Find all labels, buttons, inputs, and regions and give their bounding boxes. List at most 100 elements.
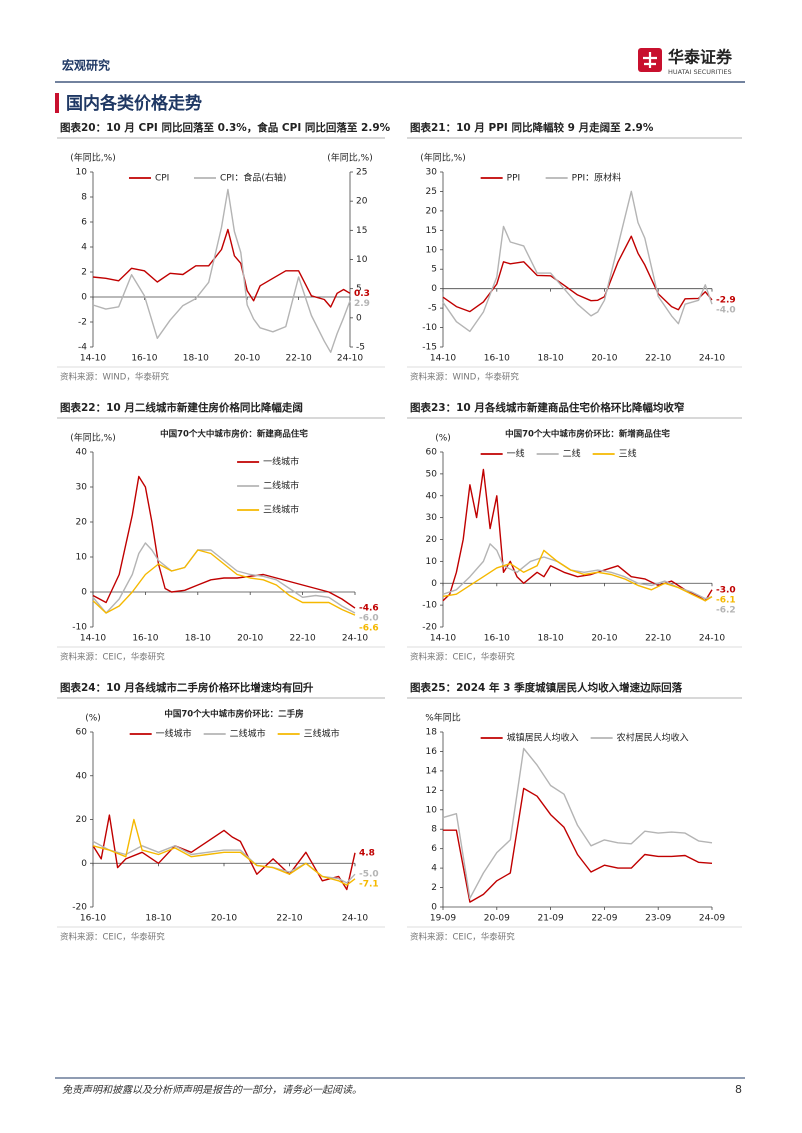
series-line (92, 549, 356, 616)
y-tick-label: 6 (431, 844, 437, 854)
y-tick-label: 18 (426, 728, 438, 738)
logo-glyph (643, 52, 657, 68)
y-tick-label: 10 (76, 553, 88, 563)
x-tick-label: 16-10 (484, 354, 510, 364)
y-axis-unit: (%) (85, 714, 101, 724)
chart-title: 图表25：2024 年 3 季度城镇居民人均收入增速边际回落 (410, 681, 683, 694)
y-tick-label: 40 (76, 448, 88, 458)
y-tick-label: 2 (431, 883, 437, 893)
end-label: -3.0 (716, 585, 736, 595)
y-axis-unit: (年同比,%) (420, 152, 465, 164)
y-tick-label: 8 (431, 825, 437, 835)
y-tick-label: 40 (76, 771, 88, 781)
y-tick-label: 15 (426, 226, 437, 236)
x-tick-label: 19-09 (430, 914, 456, 924)
end-label: 2.9 (354, 299, 370, 309)
x-tick-label: 24-10 (337, 354, 363, 364)
y-tick-label: 40 (426, 491, 438, 501)
y2-tick-label: 5 (356, 284, 362, 294)
x-tick-label: 14-10 (430, 634, 456, 644)
series-line (92, 228, 351, 308)
series-line (442, 543, 713, 600)
x-tick-label: 21-09 (538, 914, 564, 924)
legend-label: 一线 (507, 448, 525, 460)
legend-label: 三线 (619, 448, 637, 460)
x-tick-label: 16-10 (80, 914, 106, 924)
y2-tick-label: 10 (356, 255, 368, 265)
x-tick-label: 20-10 (591, 354, 617, 364)
legend-label: 二线城市 (230, 728, 266, 740)
y-tick-label: 10 (426, 557, 438, 567)
x-tick-label: 18-10 (538, 354, 564, 364)
end-label: -6.2 (716, 605, 736, 615)
x-tick-label: 22-10 (290, 634, 316, 644)
y-tick-label: -10 (72, 623, 87, 633)
x-tick-label: 24-09 (699, 914, 725, 924)
y-tick-label: 0 (81, 588, 87, 598)
chart-source: 资料来源：CEIC，华泰研究 (410, 932, 515, 943)
x-tick-label: 14-10 (430, 354, 456, 364)
legend-label: 三线城市 (263, 504, 299, 516)
y2-tick-label: 15 (356, 226, 367, 236)
x-tick-label: 20-10 (234, 354, 260, 364)
chart-panel: 图表20：10 月 CPI 同比回落至 0.3%，食品 CPI 同比回落至 2.… (57, 121, 391, 383)
legend-label: CPI (155, 174, 169, 184)
y-tick-label: 10 (426, 245, 438, 255)
legend-label: PPI (507, 174, 521, 184)
y-tick-label: -5 (428, 304, 437, 314)
x-tick-label: 22-10 (276, 914, 302, 924)
x-tick-label: 20-10 (211, 914, 237, 924)
logo-cn: 华泰证券 (668, 48, 733, 67)
y2-axis-unit: (年同比,%) (327, 152, 372, 164)
end-label: -4.0 (716, 305, 736, 315)
end-label: -7.1 (359, 880, 379, 890)
chart-panel: 图表21：10 月 PPI 同比降幅较 9 月走阔至 2.9% -15 -10 -5 0… (407, 121, 742, 383)
series-line (442, 235, 713, 313)
y-tick-label: -2 (78, 318, 87, 328)
logo: 华泰证券 HUATAI SECURITIES (638, 48, 733, 76)
chart-title: 图表20：10 月 CPI 同比回落至 0.3%，食品 CPI 同比回落至 2.… (60, 121, 391, 134)
x-tick-label: 18-10 (145, 914, 171, 924)
y-tick-label: 50 (426, 469, 438, 479)
x-tick-label: 22-10 (645, 354, 671, 364)
chart-source: 资料来源：CEIC，华泰研究 (60, 932, 165, 943)
y-tick-label: -10 (422, 323, 437, 333)
legend-label: 农村居民人均收入 (617, 732, 689, 744)
chart-source: 资料来源：CEIC，华泰研究 (60, 652, 165, 663)
series-line (92, 542, 356, 614)
legend-label: 二线城市 (263, 480, 299, 492)
y-tick-label: 30 (426, 513, 438, 523)
end-label: -2.9 (716, 295, 736, 305)
y-tick-label: 20 (426, 206, 438, 216)
end-label: -6.1 (716, 595, 736, 605)
x-tick-label: 16-10 (131, 354, 157, 364)
x-tick-label: 20-10 (237, 634, 263, 644)
x-tick-label: 20-09 (484, 914, 510, 924)
x-tick-label: 22-09 (591, 914, 617, 924)
chart-panel: 图表23：10 月各线城市新建商品住宅价格环比降幅均收窄 -20 -10 0 10 20 3… (407, 401, 742, 663)
y-tick-label: 0 (81, 293, 87, 303)
x-tick-label: 16-10 (132, 634, 158, 644)
y-tick-label: 4 (81, 243, 87, 253)
series-line (92, 188, 351, 353)
x-tick-label: 14-10 (80, 354, 106, 364)
y2-tick-label: 25 (356, 168, 367, 178)
logo-en: HUATAI SECURITIES (668, 68, 732, 76)
x-tick-label: 22-10 (645, 634, 671, 644)
report-category: 宏观研究 (62, 58, 110, 73)
end-label: 4.8 (359, 848, 375, 858)
y-tick-label: 4 (431, 864, 437, 874)
legend-label: 一线城市 (263, 456, 299, 468)
chart-title: 图表23：10 月各线城市新建商品住宅价格环比降幅均收窄 (410, 401, 684, 414)
legend-label: 一线城市 (156, 728, 192, 740)
y-tick-label: -20 (72, 903, 87, 913)
chart-subtitle: 中国70个大中城市房价环比：新增商品住宅 (505, 429, 670, 440)
section-title: 国内各类价格走势 (66, 93, 202, 114)
y2-tick-label: 20 (356, 197, 368, 207)
y-tick-label: 12 (426, 786, 437, 796)
x-tick-label: 18-10 (185, 634, 211, 644)
chart-title: 图表21：10 月 PPI 同比降幅较 9 月走阔至 2.9% (410, 121, 654, 134)
series-line (92, 840, 356, 884)
y-axis-unit: %年同比 (425, 712, 461, 724)
